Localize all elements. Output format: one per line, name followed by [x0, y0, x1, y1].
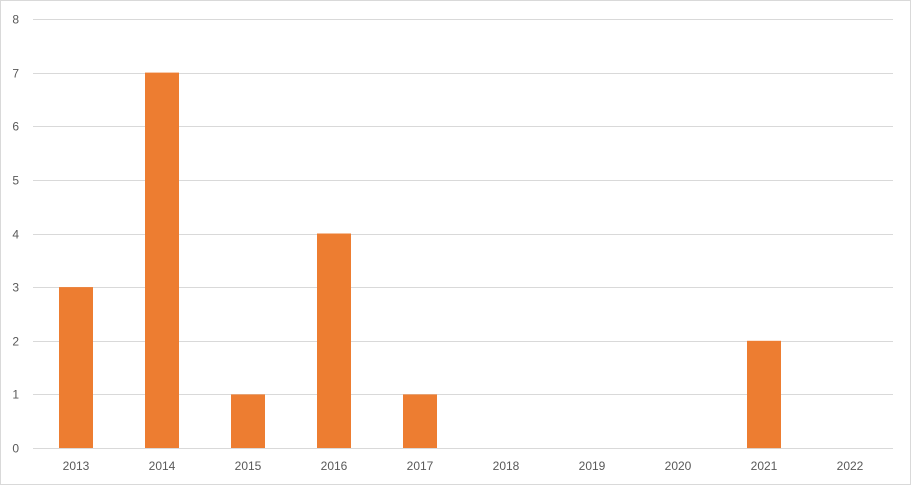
bar-2014: [145, 72, 179, 448]
x-tick-label: 2017: [407, 459, 434, 473]
y-tick-label: 4: [12, 228, 19, 242]
y-axis: 0 1 2 3 4 5 6 7 8: [12, 13, 19, 456]
x-tick-label: 2021: [751, 459, 778, 473]
x-tick-label: 2015: [235, 459, 262, 473]
x-tick-label: 2013: [63, 459, 90, 473]
y-tick-label: 3: [12, 281, 19, 295]
y-tick-label: 6: [12, 120, 19, 134]
x-tick-label: 2016: [321, 459, 348, 473]
x-tick-label: 2018: [493, 459, 520, 473]
y-tick-label: 0: [12, 442, 19, 456]
bar-2013: [59, 287, 93, 448]
y-tick-label: 8: [12, 13, 19, 27]
x-tick-label: 2019: [579, 459, 606, 473]
y-tick-label: 7: [12, 67, 19, 81]
y-tick-label: 2: [12, 335, 19, 349]
bar-2017: [403, 394, 437, 448]
x-tick-label: 2022: [837, 459, 864, 473]
bar-2021: [747, 340, 781, 449]
x-tick-label: 2020: [665, 459, 692, 473]
bars: [59, 72, 781, 449]
y-tick-label: 1: [12, 388, 19, 402]
bar-2015: [231, 394, 265, 448]
x-axis: 2013 2014 2015 2016 2017 2018 2019 2020 2021 2022: [63, 459, 864, 473]
bar-2016: [317, 233, 351, 448]
x-tick-label: 2014: [149, 459, 176, 473]
y-tick-label: 5: [12, 174, 19, 188]
